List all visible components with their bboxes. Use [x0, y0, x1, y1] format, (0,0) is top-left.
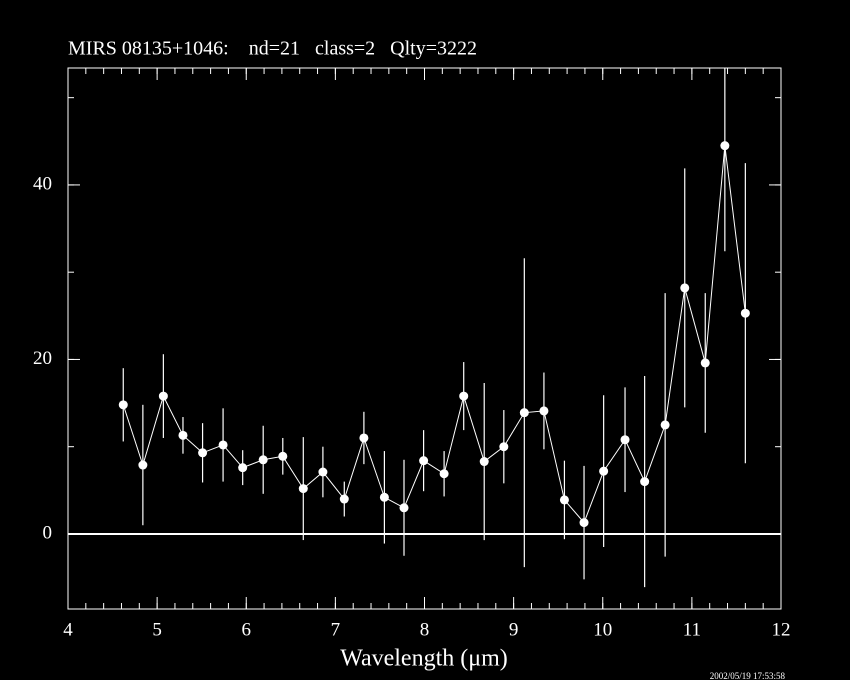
data-line [122, 145, 746, 524]
data-point [439, 469, 449, 479]
y-tick-label: 0 [43, 522, 53, 543]
x-tick-label: 12 [772, 619, 791, 640]
data-point [359, 433, 369, 443]
data-point [599, 466, 609, 476]
x-tick-label: 11 [683, 619, 701, 640]
data-point [339, 494, 349, 504]
data-point [278, 451, 288, 461]
timestamp: 2002/05/19 17:53:58 [710, 671, 786, 680]
data-point [258, 455, 268, 465]
data-point [318, 467, 328, 477]
x-tick-label: 10 [593, 619, 612, 640]
data-point [559, 495, 569, 505]
data-point [499, 442, 509, 452]
data-point [660, 420, 670, 430]
x-tick-label: 8 [420, 619, 430, 640]
data-point [419, 456, 429, 466]
data-point [118, 400, 128, 410]
x-axis-label: Wavelength (μm) [340, 646, 508, 672]
data-point [218, 440, 228, 450]
data-point [178, 430, 188, 440]
x-tick-label: 9 [509, 619, 519, 640]
x-tick-label: 5 [152, 619, 162, 640]
data-point [640, 477, 650, 487]
x-tick-label: 6 [242, 619, 252, 640]
x-tick-label: 7 [331, 619, 341, 640]
chart-title: MIRS 08135+1046: nd=21 class=2 Qlty=3222 [68, 38, 477, 60]
data-point [379, 492, 389, 502]
y-tick-label: 40 [33, 173, 52, 194]
data-point [720, 141, 730, 151]
data-point [158, 391, 168, 401]
data-point [298, 484, 308, 494]
data-point [620, 435, 630, 445]
data-point [539, 406, 549, 416]
data-point [740, 308, 750, 318]
data-point [399, 503, 409, 513]
data-point [700, 358, 710, 368]
y-tick-label: 20 [33, 348, 52, 369]
data-point [579, 518, 589, 528]
data-point [238, 463, 248, 473]
data-point [459, 391, 469, 401]
data-point [198, 448, 208, 458]
data-point [680, 283, 690, 293]
x-tick-label: 4 [63, 619, 73, 640]
data-point [519, 408, 529, 418]
data-point [479, 457, 489, 467]
data-point [138, 460, 148, 470]
